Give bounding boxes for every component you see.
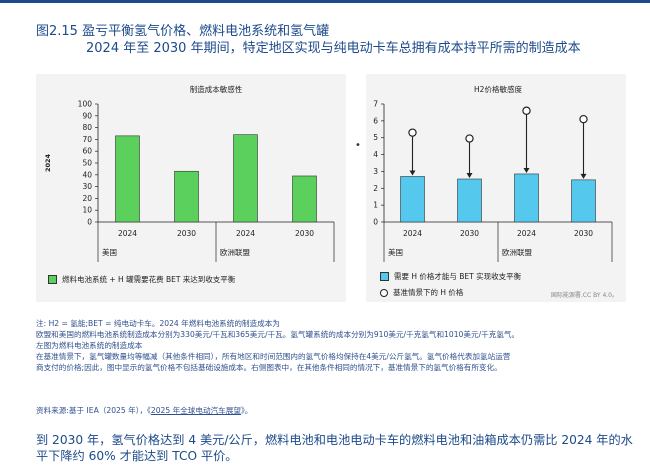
y-tick-label: 5 (373, 133, 378, 142)
y-tick-label: 1 (373, 201, 378, 210)
h2-price-panel: H2价格敏感度 0 1 2 3 4 5 6 7 2024 2030 2024 2030 美国 欧洲联盟 需要… (366, 74, 626, 302)
right-legend-marker-label: 基准情景下的 H 价格 (393, 288, 464, 297)
left-legend: 燃料电池系统 + H 罐需要花费 BET 来达到收支平衡 (48, 274, 235, 285)
arrow-head (466, 173, 473, 179)
price-marker (408, 128, 417, 137)
bar (400, 176, 425, 223)
y-tick-label: 3 (373, 167, 378, 176)
right-legend-marker: 基准情景下的 H 价格 (380, 287, 463, 298)
bar (571, 179, 596, 223)
figure-subtitle: 2024 年至 2030 年期间，特定地区实现与纯电动卡车总拥有成本持平所需的制… (86, 41, 581, 56)
h2-price-chart: H2价格敏感度 0 1 2 3 4 5 6 7 2024 2030 2024 2030 美国 欧洲联盟 (373, 84, 613, 262)
legend-swatch-green (48, 275, 57, 284)
x-tick-label: 2024 (236, 229, 255, 238)
y-tick-label: 4 (373, 150, 378, 159)
source-prefix: 资料来源:基于 IEA（2025 年），《 (36, 406, 151, 415)
y-tick-label: 0 (373, 218, 378, 227)
price-marker (579, 114, 588, 124)
source-suffix: 》。 (240, 406, 253, 415)
right-legend-bar: 需要 H 价格才能与 BET 实现收支平衡 (380, 271, 521, 282)
note-line: 左图为燃料电池系统的制造成本 (36, 341, 143, 350)
y-tick-label: 100 (78, 100, 93, 109)
x-tick-label: 2024 (118, 229, 137, 238)
y-tick-label: 80 (82, 123, 92, 132)
y-tick-label: 0 (87, 218, 92, 227)
right-legend-bar-label: 需要 H 价格才能与 BET 实现收支平衡 (394, 272, 522, 281)
chart-title: H2价格敏感度 (474, 84, 522, 94)
group-label: 欧洲联盟 (502, 247, 532, 257)
bullet-dot: • (355, 140, 361, 151)
note-line: 欧盟和美国的燃料电池系统制造成本分别为330美元/千瓦和365美元/千瓦。氢气罐… (36, 330, 520, 339)
price-marker (465, 134, 474, 143)
x-tick-label: 2024 (517, 229, 536, 238)
bar (174, 170, 199, 223)
bar (514, 173, 539, 223)
top-rule (0, 0, 650, 3)
y-tick-label: 30 (82, 182, 92, 191)
bar (233, 134, 258, 223)
bar (292, 175, 317, 223)
note-line: 在基准情景下，氢气罐数量均等幅减（其他条件相同），所有地区和时间范围内的氢气价格… (36, 352, 511, 361)
credit: 国际能源署.CC BY 4.0。 (550, 292, 618, 299)
y-tick-label: 50 (82, 159, 92, 168)
manufacturing-cost-panel: 制造成本敏感性 0 10 20 30 40 50 60 70 80 90 100 2024 2024 203… (36, 74, 346, 302)
source-line: 资料来源:基于 IEA（2025 年），《2025 年全球电动汽车展望》。 (36, 405, 252, 416)
y-tick-label: 20 (82, 194, 92, 203)
y-tick-label: 7 (373, 100, 378, 109)
x-tick-label: 2030 (460, 229, 479, 238)
group-label: 欧洲联盟 (220, 247, 250, 257)
left-legend-label: 燃料电池系统 + H 罐需要花费 BET 来达到收支平衡 (62, 275, 236, 284)
chart-title: 制造成本敏感性 (190, 84, 243, 94)
group-label: 美国 (388, 247, 403, 257)
y-tick-label: 90 (82, 111, 92, 120)
y-tick-label: 10 (82, 206, 92, 215)
bar (457, 178, 482, 223)
y-tick-label: 2 (373, 184, 378, 193)
x-tick-label: 2030 (177, 229, 196, 238)
group-label: 美国 (102, 247, 117, 257)
y-tick-label: 40 (82, 170, 92, 179)
arrow-head (409, 170, 416, 176)
notes: 注: H2 = 氢能;BET = 纯电动卡车。2024 年燃料电池系统的制造成本… (36, 318, 616, 373)
x-tick-label: 2030 (295, 229, 314, 238)
note-line: 商支付的价格;因此，图中显示的氢气价格不包括基础设施成本。右侧图表中，在其他条件… (36, 363, 502, 372)
y-tick-label: 70 (82, 135, 92, 144)
legend-swatch-blue (380, 272, 389, 281)
y-tick-label: 60 (82, 147, 92, 156)
arrow-head (523, 167, 530, 173)
y-tick-label: 6 (373, 116, 378, 125)
price-marker (522, 106, 531, 115)
summary-text: 到 2030 年，氢气价格达到 4 美元/公斤，燃料电池和电池电动卡车的燃料电池… (36, 433, 633, 463)
note-line: 注: H2 = 氢能;BET = 纯电动卡车。2024 年燃料电池系统的制造成本… (36, 319, 280, 328)
y-axis-label: 2024 (44, 153, 52, 172)
x-tick-label: 2024 (403, 229, 422, 238)
x-tick-label: 2030 (574, 229, 593, 238)
bar (115, 135, 140, 223)
legend-circle-icon (380, 288, 388, 297)
arrow-head (580, 173, 587, 179)
source-link[interactable]: 2025 年全球电动汽车展望 (150, 406, 241, 415)
figure-title: 图2.15 盈亏平衡氢气价格、燃料电池系统和氢气罐 (36, 24, 330, 39)
